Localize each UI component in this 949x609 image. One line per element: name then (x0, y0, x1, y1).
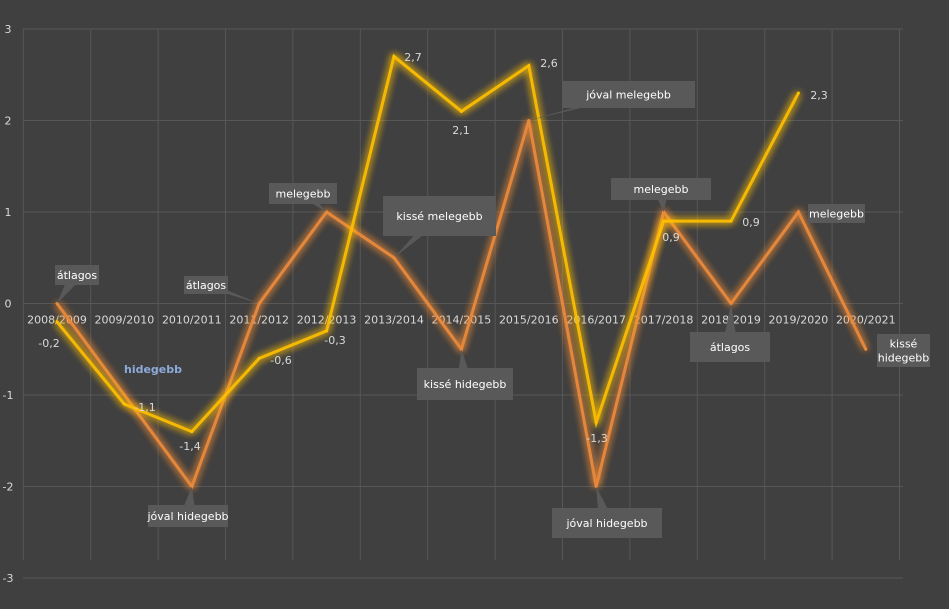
y-tick-label: -1 (3, 389, 14, 402)
callout-box (562, 81, 695, 108)
callout-pointer (528, 94, 637, 121)
y-tick-label: 1 (5, 206, 12, 219)
data-label: 0,9 (742, 216, 760, 229)
data-label: 2,1 (452, 124, 470, 137)
x-tick-label: 2015/2016 (499, 314, 559, 327)
point-label: kissé hidegebb (878, 338, 930, 365)
data-label: -0,3 (324, 334, 345, 347)
data-label: -1,3 (586, 432, 607, 445)
data-label: -1,4 (179, 440, 200, 453)
callout-box (269, 183, 337, 204)
y-tick-label: -3 (3, 572, 14, 585)
data-label: 2,3 (810, 89, 828, 102)
x-tick-label: 2019/2020 (769, 314, 829, 327)
data-point (527, 64, 531, 68)
callout-box (808, 204, 865, 223)
callout-box (690, 332, 770, 362)
point-label: átlagos (710, 341, 751, 354)
x-tick-label: 2013/2014 (364, 314, 424, 327)
point-label: átlagos (57, 269, 98, 282)
x-tick-label: 2010/2011 (162, 314, 222, 327)
data-point (392, 54, 396, 58)
y-tick-label: 0 (5, 298, 12, 311)
point-label-line: kissé (890, 338, 918, 351)
y-tick-label: 2 (5, 115, 12, 128)
callout-box (55, 265, 99, 285)
data-label: 2,7 (404, 51, 422, 64)
point-label: melegebb (275, 188, 330, 201)
data-point (729, 219, 733, 223)
x-tick-label: 2014/2015 (432, 314, 492, 327)
data-point (796, 91, 800, 95)
data-label: -0,2 (38, 337, 59, 350)
data-point (662, 219, 666, 223)
x-tick-label: 2020/2021 (836, 314, 896, 327)
data-point (257, 356, 261, 360)
data-point (55, 320, 59, 324)
data-point (594, 420, 598, 424)
point-label: kissé melegebb (396, 210, 482, 223)
x-tick-label: 2017/2018 (634, 314, 694, 327)
callout-box (383, 196, 496, 236)
y-tick-label: -2 (3, 481, 14, 494)
x-tick-label: 2016/2017 (566, 314, 626, 327)
x-tick-label: 2009/2010 (95, 314, 155, 327)
callout-box (184, 276, 228, 294)
point-label-line: hidegebb (878, 352, 930, 365)
point-label: jóval melegebb (585, 89, 671, 102)
callout-box (552, 508, 662, 538)
callout-pointer (295, 193, 327, 212)
point-label: jóval hidegebb (565, 517, 647, 530)
point-label: melegebb (633, 183, 688, 196)
x-tick-label: 2008/2009 (27, 314, 87, 327)
point-label: átlagos (186, 279, 227, 292)
callout-box (148, 505, 228, 527)
x-tick-label: 2012/2013 (297, 314, 357, 327)
point-label: kissé hidegebb (424, 378, 507, 391)
x-tick-label: 2011/2012 (229, 314, 289, 327)
data-point (459, 109, 463, 113)
callout-box (611, 178, 711, 200)
data-point (122, 393, 126, 397)
point-label: melegebb (809, 208, 864, 221)
y-tick-label: 3 (5, 23, 12, 36)
data-point (190, 430, 194, 434)
point-label: hidegebb (124, 363, 182, 376)
data-point (122, 402, 126, 406)
callout-box (877, 334, 930, 367)
data-label: -1,1 (134, 401, 155, 414)
data-label: 0,9 (662, 231, 680, 244)
series-line-2 (55, 53, 800, 434)
data-label: 2,6 (540, 57, 558, 70)
callout-box (417, 368, 513, 400)
point-label: jóval hidegebb (146, 510, 228, 523)
data-point (325, 329, 329, 333)
data-label: -0,6 (270, 354, 291, 367)
